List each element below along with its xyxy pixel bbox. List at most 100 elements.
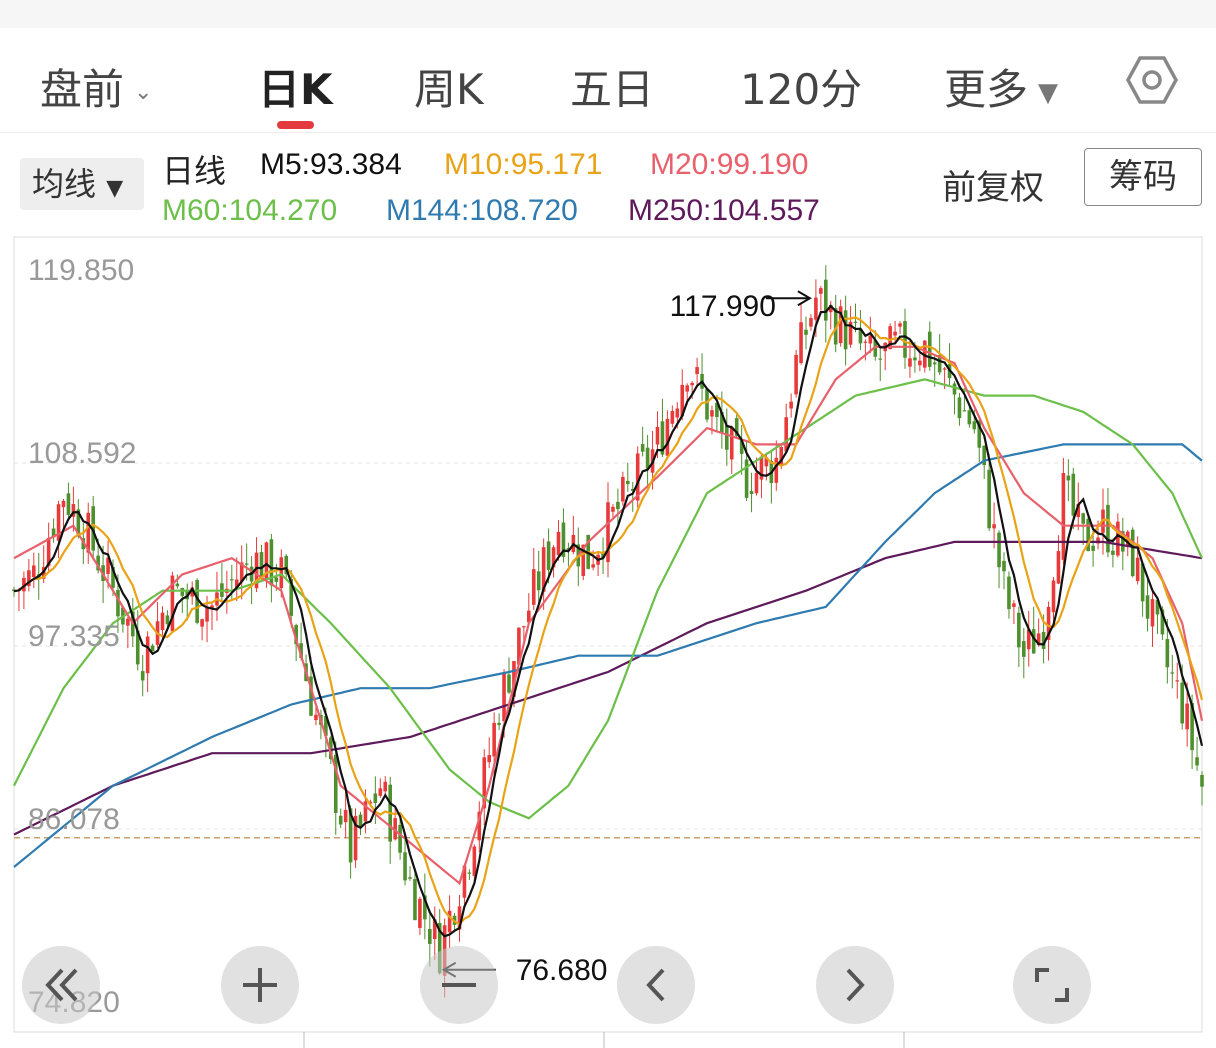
candle-up bbox=[799, 322, 803, 364]
adjust-mode-toggle[interactable]: 前复权 bbox=[942, 168, 1044, 208]
high-arrowhead bbox=[797, 290, 812, 307]
tab-daily-k[interactable]: 日K bbox=[258, 65, 333, 114]
candle-up bbox=[898, 323, 902, 327]
candle-down bbox=[329, 737, 333, 760]
candle-up bbox=[86, 512, 91, 553]
candle-up bbox=[695, 367, 699, 375]
candle-up bbox=[200, 619, 204, 627]
candle-down bbox=[180, 587, 185, 596]
candle-down bbox=[843, 310, 848, 350]
candle-up bbox=[462, 865, 467, 898]
candle-up bbox=[61, 500, 66, 508]
candle-up bbox=[1012, 603, 1016, 607]
candle-down bbox=[1031, 629, 1036, 654]
candle-up bbox=[353, 815, 358, 861]
candle-down bbox=[715, 402, 719, 418]
tab-120min[interactable]: 120分 bbox=[740, 65, 863, 114]
y-tick-label: 119.850 bbox=[28, 254, 134, 287]
zoom-out-icon[interactable] bbox=[420, 946, 498, 1024]
candle-up bbox=[556, 531, 561, 556]
scroll-right-icon[interactable] bbox=[816, 946, 894, 1024]
candle-down bbox=[413, 879, 417, 921]
candle-up bbox=[378, 788, 383, 796]
candle-down bbox=[1200, 774, 1204, 787]
tab-more[interactable]: 更多 ▼ bbox=[944, 65, 1059, 114]
candle-up bbox=[670, 411, 675, 424]
candle-down bbox=[561, 522, 566, 557]
low-annotation: 76.680 bbox=[516, 954, 608, 987]
candle-up bbox=[32, 565, 36, 577]
scroll-left-icon[interactable] bbox=[617, 946, 695, 1024]
candle-down bbox=[705, 389, 709, 420]
candle-up bbox=[234, 579, 239, 589]
candle-down bbox=[873, 340, 878, 357]
candle-down bbox=[744, 459, 749, 498]
fast-rewind-icon[interactable] bbox=[22, 946, 100, 1024]
candle-up bbox=[848, 321, 853, 345]
candle-up bbox=[1175, 680, 1180, 682]
candle-down bbox=[467, 872, 472, 874]
candle-up bbox=[447, 910, 452, 933]
candle-down bbox=[1145, 595, 1150, 619]
fullscreen-icon[interactable] bbox=[1013, 946, 1091, 1024]
candle-up bbox=[1026, 629, 1031, 650]
candle-down bbox=[972, 421, 977, 430]
candle-up bbox=[170, 575, 175, 632]
candle-up bbox=[838, 306, 843, 344]
ma-select[interactable]: 均线 ▼ bbox=[20, 158, 144, 210]
candle-down bbox=[858, 329, 863, 344]
candle-up bbox=[710, 410, 714, 417]
candle-up bbox=[126, 618, 130, 626]
candle-up bbox=[264, 542, 269, 579]
candle-down bbox=[1002, 560, 1006, 572]
candle-down bbox=[274, 577, 279, 582]
candle-down bbox=[96, 555, 100, 571]
candle-up bbox=[531, 569, 536, 605]
candle-up bbox=[1036, 633, 1041, 646]
candle-up bbox=[1096, 537, 1100, 544]
candle-up bbox=[606, 502, 610, 563]
candle-up bbox=[56, 504, 61, 541]
candle-up bbox=[487, 755, 491, 763]
candle-down bbox=[937, 355, 942, 373]
candle-down bbox=[601, 553, 605, 559]
candle-down bbox=[299, 643, 303, 658]
candle-down bbox=[403, 852, 407, 881]
candle-up bbox=[754, 472, 759, 494]
chips-button[interactable]: 筹码 bbox=[1084, 148, 1202, 206]
candle-down bbox=[903, 321, 907, 358]
candle-up bbox=[992, 524, 996, 529]
tab-weekly-k[interactable]: 周K bbox=[414, 65, 484, 114]
period-label: 日线 bbox=[162, 153, 227, 189]
candle-up bbox=[764, 457, 769, 467]
candle-up bbox=[190, 587, 194, 597]
candle-down bbox=[165, 615, 170, 625]
tab-premarket[interactable]: 盘前 ⌄ bbox=[40, 65, 153, 114]
candle-up bbox=[254, 552, 259, 589]
candle-up bbox=[685, 385, 689, 392]
candle-up bbox=[665, 418, 670, 456]
candle-up bbox=[1135, 557, 1140, 582]
candle-up bbox=[522, 626, 526, 628]
candle-up bbox=[655, 426, 660, 445]
candle-up bbox=[908, 358, 912, 367]
candle-down bbox=[259, 552, 264, 580]
period-tabs: 盘前 ⌄ 日K 周K 五日 120分 更多 ▼ bbox=[0, 28, 1216, 133]
candle-up bbox=[863, 341, 868, 343]
candle-down bbox=[720, 412, 724, 433]
candle-down bbox=[175, 583, 180, 587]
ma-line-m10 bbox=[13, 316, 1204, 926]
ma-line-m20 bbox=[13, 345, 1204, 886]
candle-up bbox=[690, 382, 694, 386]
hexagon-gear-icon[interactable] bbox=[1126, 54, 1178, 106]
candle-down bbox=[284, 555, 289, 575]
zoom-in-icon[interactable] bbox=[221, 946, 299, 1024]
candle-up bbox=[591, 564, 595, 568]
candle-down bbox=[997, 532, 1001, 568]
candle-down bbox=[358, 814, 363, 827]
candle-up bbox=[314, 714, 318, 721]
candle-down bbox=[408, 877, 412, 879]
tab-five-day[interactable]: 五日 bbox=[570, 65, 655, 114]
candle-down bbox=[66, 493, 71, 515]
